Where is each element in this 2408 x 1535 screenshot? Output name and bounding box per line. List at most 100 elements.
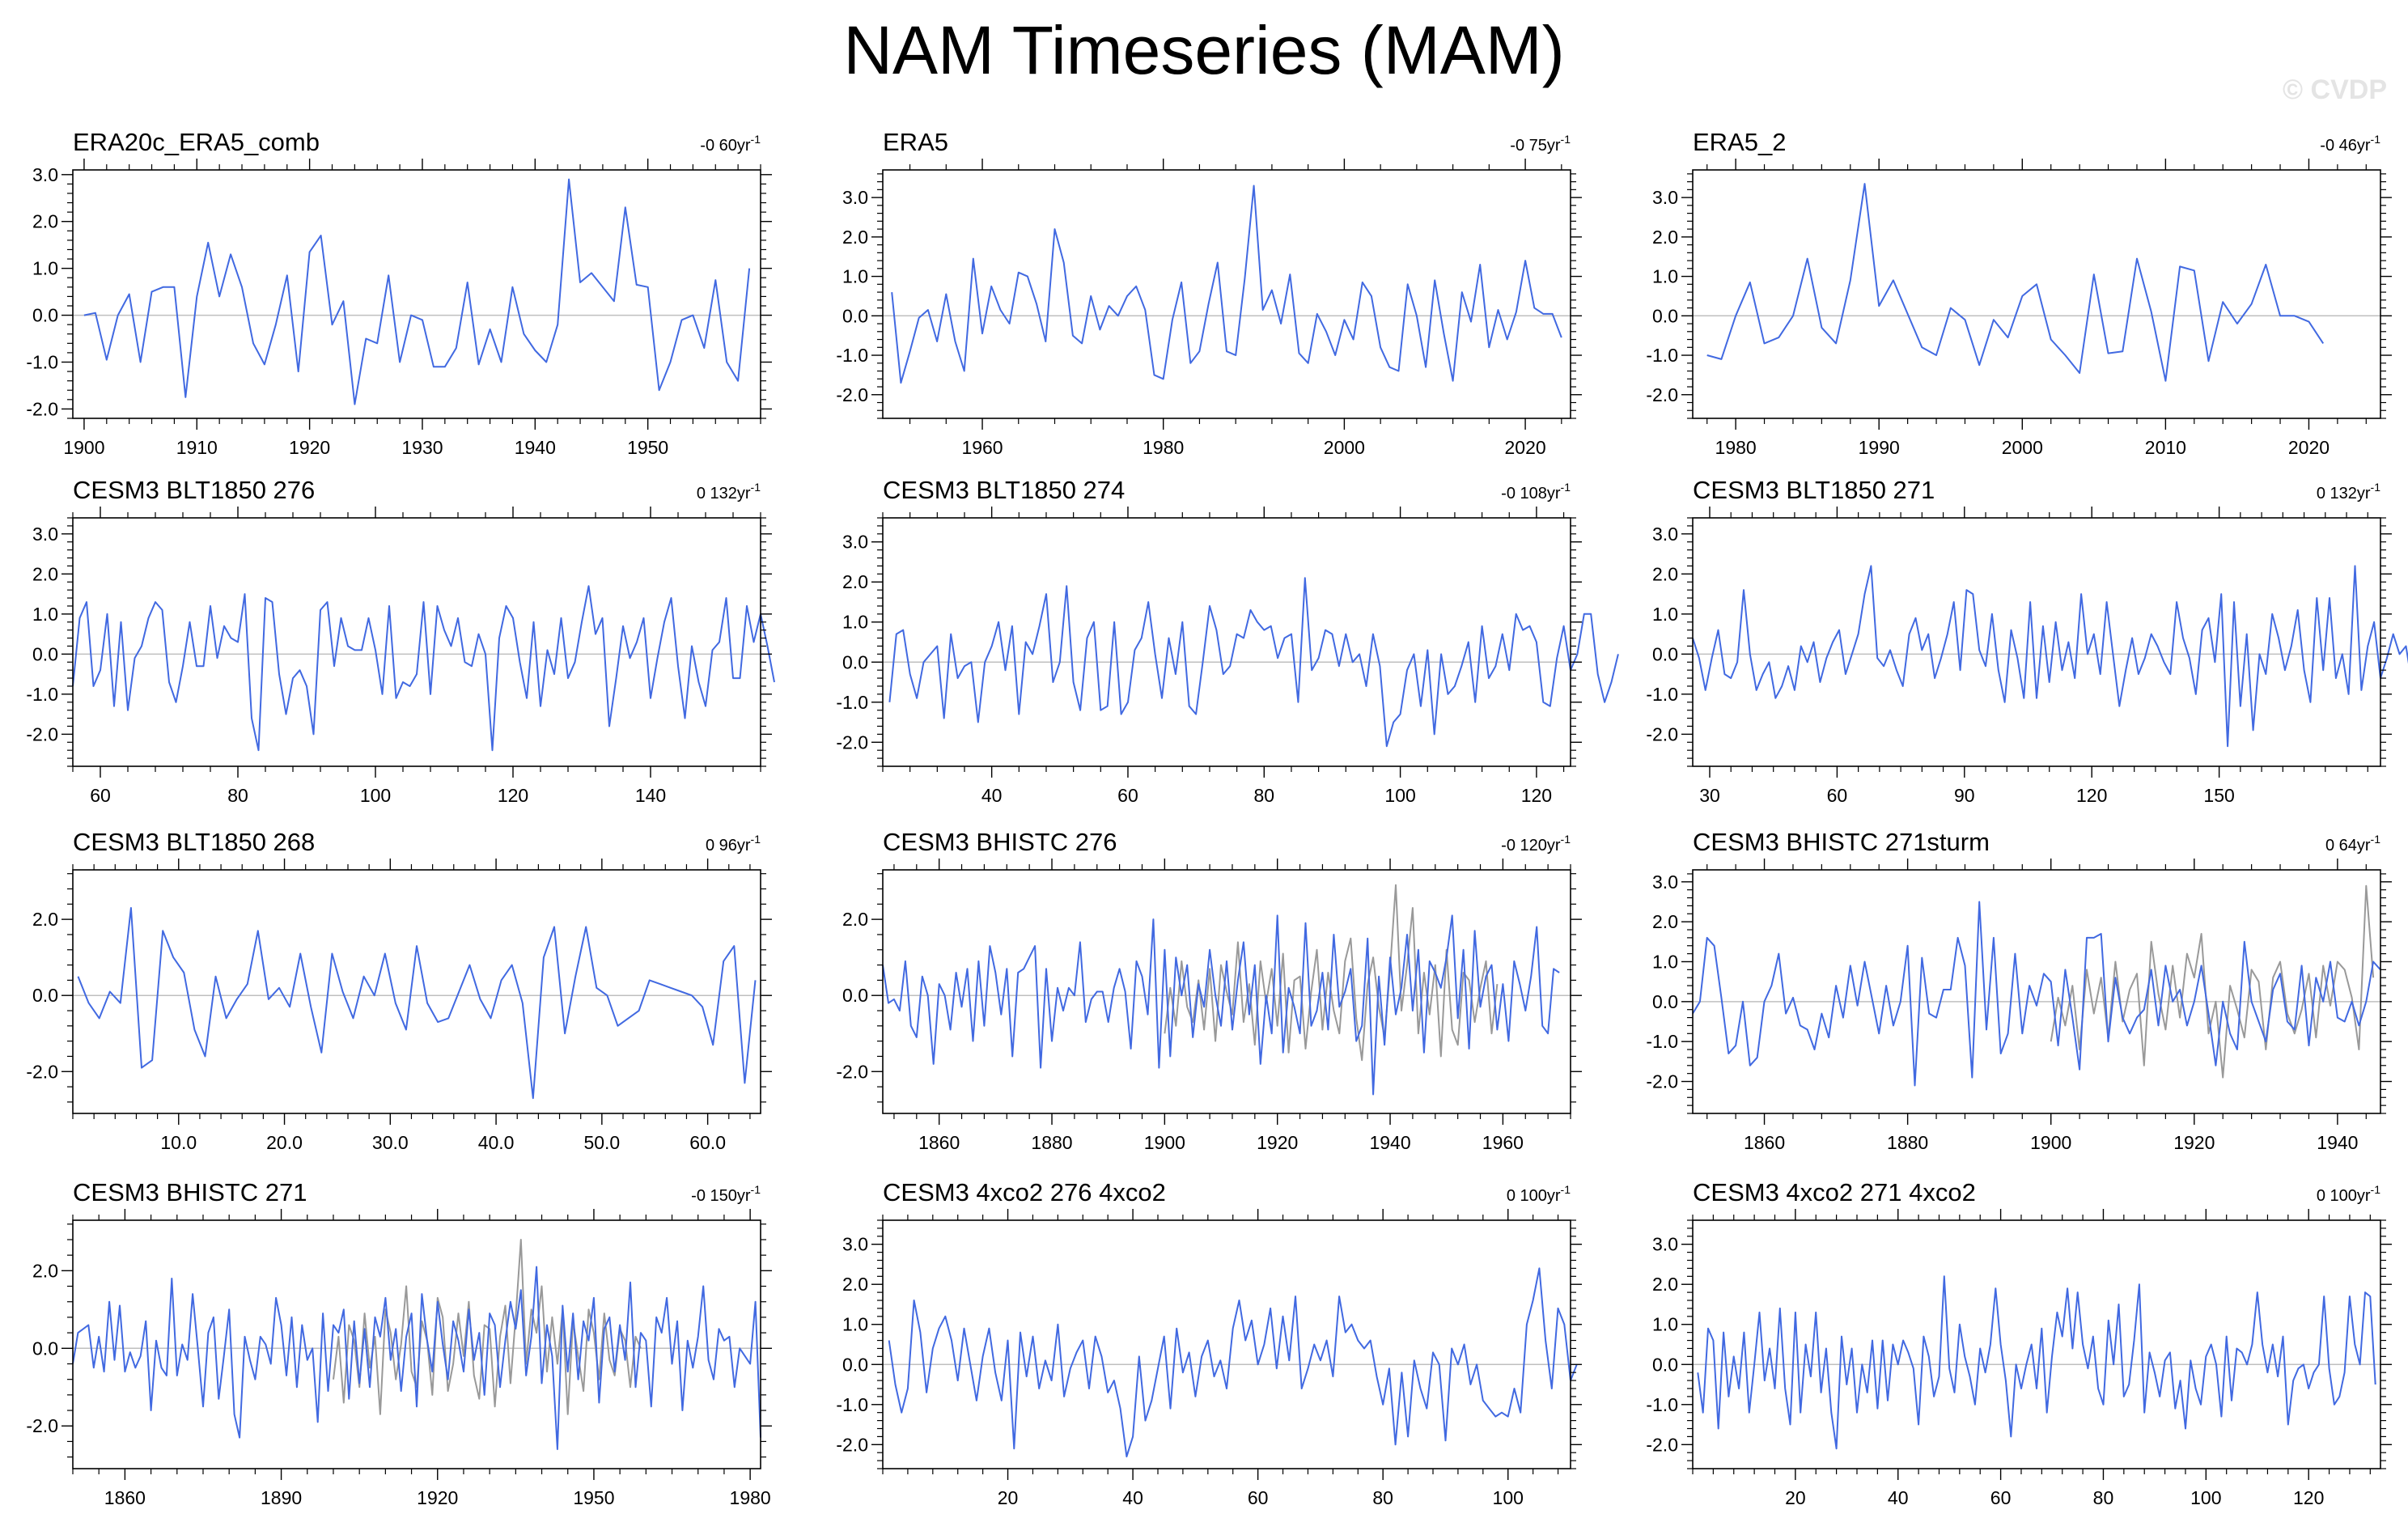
x-tick-label: 80 (227, 785, 248, 806)
timeseries-panel: CESM3 BHISTC 271 -0 150yr-1 -2.0 0.0 2.0 1860… (26, 1178, 772, 1508)
y-tick-label: -1.0 (836, 1394, 868, 1415)
x-tick-label: 1920 (417, 1487, 458, 1508)
x-tick-label: 1990 (1859, 437, 1900, 458)
trend-label: -0 150yr-1 (691, 1183, 761, 1205)
plot-frame (1692, 869, 2381, 1114)
y-tick-label: -2.0 (26, 1061, 58, 1082)
panel-title: ERA5 (883, 128, 948, 156)
x-tick-label: 60 (1117, 785, 1138, 806)
x-tick-label: 1900 (63, 437, 104, 458)
x-tick-label: 1860 (918, 1132, 960, 1153)
x-tick-label: 1910 (176, 437, 218, 458)
plot-frame (882, 1219, 1571, 1469)
plot-frame (882, 169, 1571, 419)
y-tick-label: -1.0 (836, 692, 868, 713)
trend-label: -0 120yr-1 (1501, 833, 1571, 854)
y-tick-label: 1.0 (842, 266, 868, 287)
x-tick-label: 1940 (2317, 1132, 2358, 1153)
y-tick-label: -1.0 (1646, 684, 1678, 705)
model-series-line (888, 577, 1619, 748)
y-tick-label: -1.0 (836, 345, 868, 366)
timeseries-panel: ERA5_2 -0 46yr-1 -2.0 -1.0 0.0 1.0 2.0 3.0 1980 1… (1646, 128, 2392, 458)
y-tick-label: -2.0 (26, 1415, 58, 1436)
y-tick-label: 2.0 (1652, 563, 1678, 584)
y-tick-label: 3.0 (32, 524, 58, 545)
y-tick-label: -2.0 (1646, 723, 1678, 744)
trend-label: 0 132yr-1 (2317, 481, 2380, 502)
y-tick-label: 2.0 (842, 227, 868, 248)
x-tick-label: 1880 (1031, 1132, 1072, 1153)
x-tick-label: 1960 (1482, 1132, 1524, 1153)
x-tick-label: 30.0 (372, 1132, 409, 1153)
y-tick-label: 0.0 (842, 651, 868, 672)
y-tick-label: -1.0 (26, 684, 58, 705)
y-tick-label: 0.0 (32, 985, 58, 1006)
y-tick-label: -2.0 (1646, 1434, 1678, 1455)
y-tick-label: 1.0 (1652, 266, 1678, 287)
panel-title: ERA20c_ERA5_comb (73, 128, 320, 156)
x-tick-label: 1950 (573, 1487, 614, 1508)
x-tick-label: 100 (1493, 1487, 1524, 1508)
y-tick-label: 3.0 (842, 187, 868, 208)
y-tick-label: 3.0 (1652, 1234, 1678, 1255)
x-tick-label: 1930 (401, 437, 443, 458)
y-tick-label: 0.0 (1652, 305, 1678, 326)
x-tick-label: 100 (2190, 1487, 2221, 1508)
x-tick-label: 1900 (1144, 1132, 1185, 1153)
y-tick-label: 0.0 (842, 305, 868, 326)
y-tick-label: 3.0 (32, 164, 58, 185)
x-tick-label: 120 (2076, 785, 2107, 806)
x-tick-label: 1920 (2173, 1132, 2215, 1153)
y-tick-label: 3.0 (1652, 187, 1678, 208)
panel-title: CESM3 4xco2 271 4xco2 (1693, 1178, 1976, 1206)
timeseries-panel: CESM3 4xco2 276 4xco2 0 100yr-1 -2.0 -1.0 0.… (836, 1178, 1582, 1508)
timeseries-panel: ERA20c_ERA5_comb -0 60yr-1 -2.0 -1.0 0.0 1.0 2… (26, 128, 772, 458)
y-tick-label: 1.0 (842, 612, 868, 633)
x-tick-label: 1980 (1143, 437, 1184, 458)
x-tick-label: 150 (2203, 785, 2234, 806)
y-tick-label: 2.0 (32, 909, 58, 930)
x-tick-label: 1900 (2030, 1132, 2071, 1153)
y-tick-label: 2.0 (842, 909, 868, 930)
x-tick-label: 2020 (1504, 437, 1545, 458)
x-tick-label: 1880 (1887, 1132, 1928, 1153)
x-tick-label: 1980 (730, 1487, 771, 1508)
y-tick-label: -1.0 (1646, 1031, 1678, 1052)
watermark: © CVDP (2283, 74, 2387, 105)
x-tick-label: 2000 (1324, 437, 1365, 458)
y-tick-label: 3.0 (842, 532, 868, 553)
y-tick-label: -2.0 (836, 384, 868, 405)
y-tick-label: 2.0 (32, 211, 58, 232)
timeseries-panel: CESM3 BLT1850 268 0 96yr-1 -2.0 0.0 2.0 10.0 2… (26, 828, 772, 1153)
x-tick-label: 20 (1785, 1487, 1806, 1508)
plot-frame (72, 517, 761, 767)
x-tick-label: 40 (981, 785, 1003, 806)
y-tick-label: 0.0 (1652, 643, 1678, 664)
x-tick-label: 1860 (104, 1487, 146, 1508)
timeseries-panel: CESM3 BHISTC 271sturm 0 64yr-1 -2.0 -1.0 0.0… (1646, 828, 2392, 1153)
y-tick-label: 0.0 (1652, 991, 1678, 1012)
y-tick-label: -2.0 (836, 1061, 868, 1082)
x-tick-label: 2010 (2145, 437, 2186, 458)
x-tick-label: 1950 (627, 437, 668, 458)
y-tick-label: 2.0 (32, 563, 58, 584)
trend-label: 0 64yr-1 (2325, 833, 2380, 854)
panel-title: CESM3 BHISTC 271 (73, 1178, 307, 1206)
x-tick-label: 80 (1372, 1487, 1393, 1508)
model-series-line (72, 1266, 761, 1450)
panel-title: CESM3 BHISTC 276 (883, 828, 1117, 856)
x-tick-label: 60 (90, 785, 111, 806)
plot-frame (1692, 169, 2381, 419)
model-series-line (1706, 183, 2325, 382)
trend-label: -0 75yr-1 (1510, 133, 1571, 155)
timeseries-panel: ERA5 -0 75yr-1 -2.0 -1.0 0.0 1.0 2.0 3.0 1960 198… (836, 128, 1582, 458)
x-tick-label: 40 (1122, 1487, 1143, 1508)
y-tick-label: 2.0 (1652, 227, 1678, 248)
y-tick-label: 0.0 (32, 1338, 58, 1359)
plot-frame (72, 869, 761, 1114)
x-tick-label: 80 (2093, 1487, 2114, 1508)
y-tick-label: -2.0 (836, 1434, 868, 1455)
y-tick-label: 2.0 (842, 1274, 868, 1295)
y-tick-label: 2.0 (32, 1260, 58, 1281)
